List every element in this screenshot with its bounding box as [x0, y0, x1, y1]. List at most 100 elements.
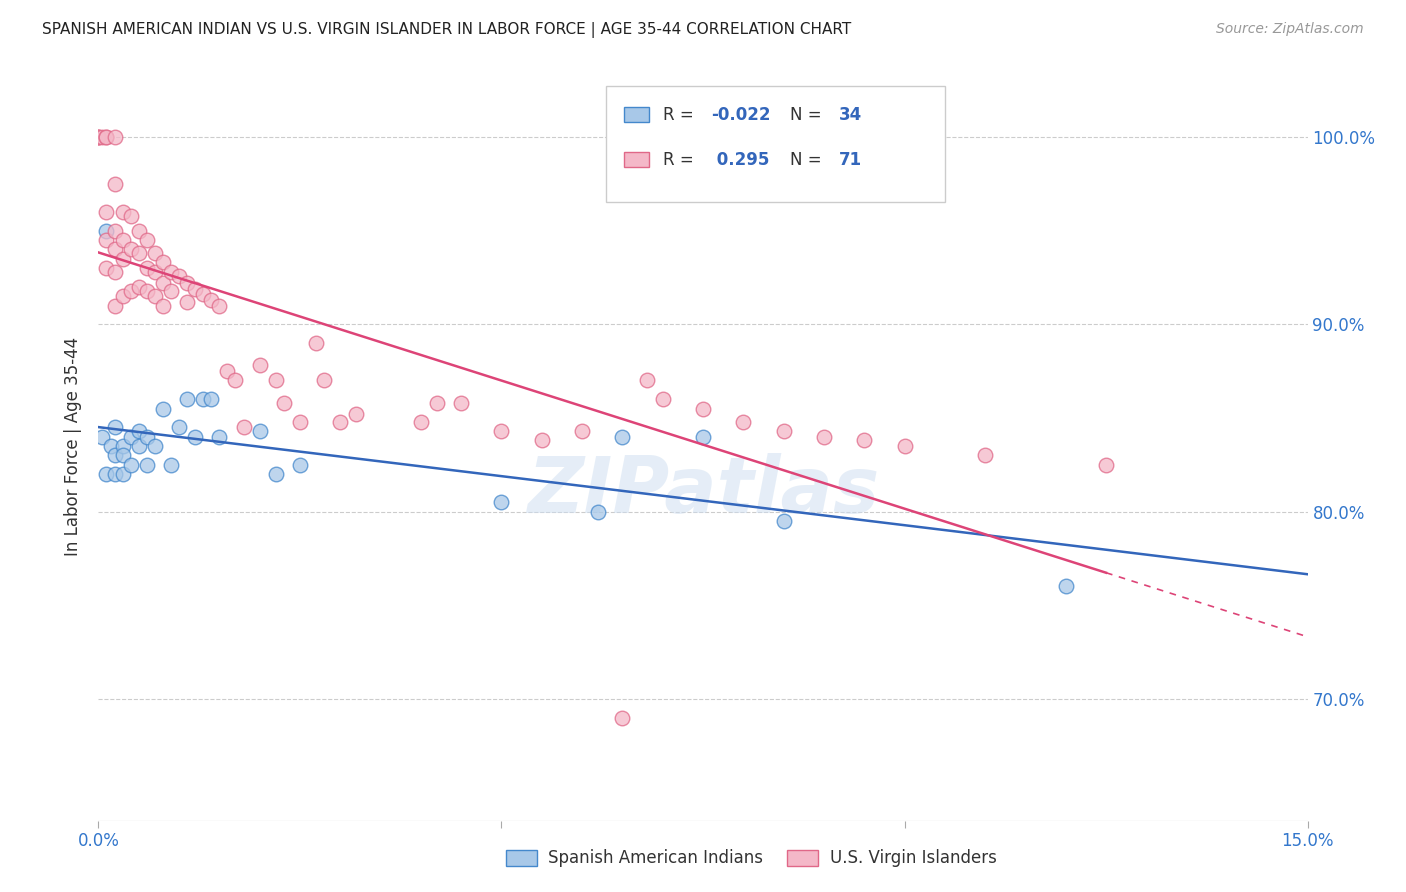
- Point: [264, 374, 287, 388]
- Point: [87, 130, 110, 145]
- Point: [491, 424, 513, 438]
- Point: [96, 233, 118, 247]
- Point: [111, 439, 134, 453]
- Point: [120, 243, 142, 257]
- Text: 34: 34: [838, 106, 862, 124]
- Text: R =: R =: [664, 151, 699, 169]
- Point: [264, 467, 287, 482]
- Point: [176, 392, 198, 407]
- Point: [974, 449, 997, 463]
- Point: [143, 439, 166, 453]
- Point: [305, 335, 328, 350]
- Text: U.S. Virgin Islanders: U.S. Virgin Islanders: [830, 849, 997, 867]
- Point: [612, 711, 634, 725]
- Point: [128, 280, 150, 294]
- Point: [586, 504, 609, 518]
- Text: ZIPatlas: ZIPatlas: [527, 453, 879, 529]
- Text: SPANISH AMERICAN INDIAN VS U.S. VIRGIN ISLANDER IN LABOR FORCE | AGE 35-44 CORRE: SPANISH AMERICAN INDIAN VS U.S. VIRGIN I…: [42, 22, 852, 38]
- Point: [571, 424, 593, 438]
- Point: [87, 130, 110, 145]
- Point: [135, 458, 157, 472]
- Point: [1095, 458, 1118, 472]
- Point: [772, 424, 794, 438]
- Point: [120, 430, 142, 444]
- Point: [103, 265, 125, 279]
- Point: [232, 420, 254, 434]
- Point: [111, 289, 134, 303]
- Point: [176, 294, 198, 309]
- Point: [288, 458, 311, 472]
- Point: [152, 298, 174, 313]
- Point: [893, 439, 915, 453]
- Point: [87, 130, 110, 145]
- Point: [772, 514, 794, 528]
- Point: [111, 449, 134, 463]
- Point: [135, 284, 157, 298]
- Point: [249, 424, 271, 438]
- FancyBboxPatch shape: [624, 153, 648, 168]
- Point: [91, 130, 114, 145]
- FancyBboxPatch shape: [606, 87, 945, 202]
- Point: [103, 298, 125, 313]
- Y-axis label: In Labor Force | Age 35-44: In Labor Force | Age 35-44: [65, 336, 83, 556]
- Point: [103, 467, 125, 482]
- Point: [813, 430, 835, 444]
- Point: [103, 243, 125, 257]
- Point: [314, 374, 336, 388]
- Point: [120, 209, 142, 223]
- Text: N =: N =: [790, 151, 827, 169]
- Text: Source: ZipAtlas.com: Source: ZipAtlas.com: [1216, 22, 1364, 37]
- Text: N =: N =: [790, 106, 827, 124]
- Point: [143, 265, 166, 279]
- Point: [160, 458, 183, 472]
- Point: [344, 407, 367, 421]
- Point: [636, 374, 658, 388]
- Point: [329, 415, 352, 429]
- Point: [103, 224, 125, 238]
- Point: [96, 467, 118, 482]
- Point: [103, 130, 125, 145]
- Point: [91, 430, 114, 444]
- Point: [491, 495, 513, 509]
- Point: [152, 401, 174, 416]
- Point: [96, 130, 118, 145]
- FancyBboxPatch shape: [624, 107, 648, 122]
- Point: [160, 265, 183, 279]
- Point: [135, 261, 157, 276]
- Point: [692, 401, 714, 416]
- Point: [853, 434, 876, 448]
- Point: [530, 434, 553, 448]
- Point: [96, 205, 118, 219]
- Point: [143, 289, 166, 303]
- Point: [152, 255, 174, 269]
- Point: [160, 284, 183, 298]
- Point: [96, 224, 118, 238]
- Point: [103, 449, 125, 463]
- Point: [200, 293, 222, 307]
- Point: [450, 396, 472, 410]
- Point: [273, 396, 295, 410]
- Point: [224, 374, 246, 388]
- Point: [103, 177, 125, 191]
- Point: [143, 246, 166, 260]
- Point: [193, 392, 215, 407]
- Point: [733, 415, 755, 429]
- Point: [111, 205, 134, 219]
- Point: [128, 424, 150, 438]
- Point: [111, 233, 134, 247]
- Point: [100, 439, 122, 453]
- Point: [651, 392, 673, 407]
- Point: [208, 298, 231, 313]
- Point: [135, 430, 157, 444]
- Point: [128, 246, 150, 260]
- Point: [128, 224, 150, 238]
- Point: [426, 396, 449, 410]
- Point: [111, 467, 134, 482]
- Point: [184, 282, 207, 296]
- Point: [111, 252, 134, 266]
- Point: [167, 268, 190, 283]
- Point: [103, 420, 125, 434]
- Point: [152, 276, 174, 290]
- Text: 71: 71: [838, 151, 862, 169]
- Point: [96, 261, 118, 276]
